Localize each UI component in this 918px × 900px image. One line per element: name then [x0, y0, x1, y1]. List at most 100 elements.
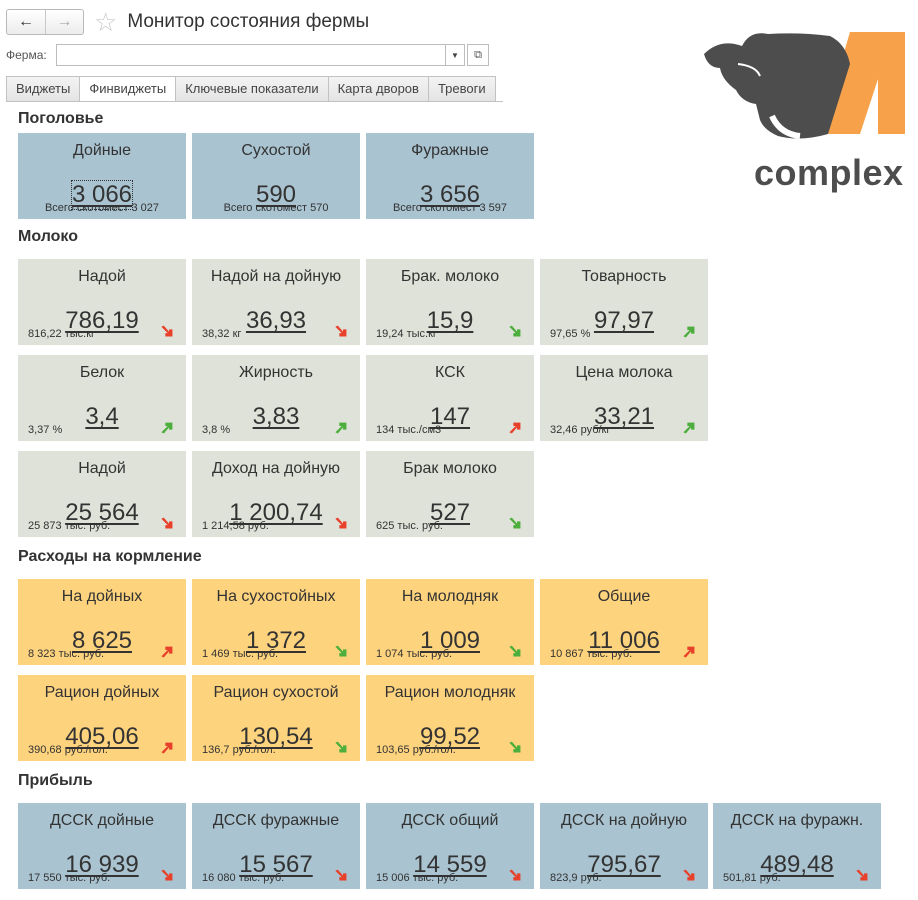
widget-value-link[interactable]: 130,54 — [239, 723, 313, 750]
headcount-widget[interactable]: Сухостой 590 Всего скотомест 570 — [192, 133, 360, 219]
widget-label: Дойные — [72, 142, 132, 159]
tab-finwidgets[interactable]: Финвиджеты — [80, 76, 177, 102]
widget-label: Брак молоко — [403, 460, 497, 477]
profit-widget[interactable]: ДССК на фуражн. 489,48 501,81 руб. — [713, 803, 881, 889]
milk-widget[interactable]: Товарность 97,97 97,65 % — [540, 259, 708, 345]
widget-value-link[interactable]: 1 009 — [419, 627, 481, 654]
widget-previous-value: Всего скотомест 570 — [223, 202, 329, 214]
milk-widget[interactable]: Доход на дойную 1 200,74 1 214,58 руб. — [192, 451, 360, 537]
widget-value-link[interactable]: 786,19 — [65, 307, 139, 334]
cow-logo-icon — [704, 32, 905, 139]
trend-arrow-icon — [682, 421, 696, 435]
widget-previous-value: 3,8 % — [202, 424, 231, 436]
widget-label: На сухостойных — [216, 588, 336, 605]
tab-key-indicators[interactable]: Ключевые показатели — [176, 76, 329, 102]
widget-value-link[interactable]: 36,93 — [245, 307, 307, 334]
widget-previous-value: 1 214,58 руб. — [202, 520, 269, 532]
widget-value-link[interactable]: 8 625 — [71, 627, 133, 654]
widget-value-link[interactable]: 3 066 — [70, 180, 134, 210]
widget-value-link[interactable]: 795,67 — [587, 851, 661, 878]
profit-widget[interactable]: ДССК на дойную 795,67 823,9 руб. — [540, 803, 708, 889]
widget-label: ДССК общий — [401, 812, 499, 829]
tab-yard-map[interactable]: Карта дворов — [328, 76, 429, 102]
widget-value-link[interactable]: 405,06 — [65, 723, 139, 750]
widget-value-link[interactable]: 3,83 — [252, 403, 300, 430]
widget-value-link[interactable]: 1 200,74 — [229, 499, 323, 526]
feeding-widget[interactable]: На молодняк 1 009 1 074 тыс. руб. — [366, 579, 534, 665]
tab-divider — [6, 101, 503, 102]
widget-previous-value: Всего скотомест 3 027 — [44, 202, 160, 214]
widget-label: Рацион молодняк — [384, 684, 516, 701]
farm-input[interactable] — [56, 44, 445, 66]
feeding-widget[interactable]: Общие 11 006 10 867 тыс. руб. — [540, 579, 708, 665]
widget-value-link[interactable]: 1 372 — [245, 627, 307, 654]
trend-arrow-icon — [508, 869, 522, 883]
chevron-down-icon: ▼ — [451, 50, 459, 60]
company-logo: complex — [700, 24, 910, 194]
farm-dropdown-button[interactable]: ▼ — [445, 44, 465, 66]
widget-value-link[interactable]: 489,48 — [760, 851, 834, 878]
widget-previous-value: 625 тыс. руб. — [376, 520, 443, 532]
profit-widget[interactable]: ДССК фуражные 15 567 16 080 тыс. руб. — [192, 803, 360, 889]
profit-widget[interactable]: ДССК дойные 16 939 17 550 тыс. руб. — [18, 803, 186, 889]
trend-arrow-icon — [508, 421, 522, 435]
trend-arrow-icon — [682, 645, 696, 659]
widget-value-link[interactable]: 590 — [255, 181, 297, 208]
widget-value-link[interactable]: 15,9 — [426, 307, 474, 334]
widget-value-link[interactable]: 3,4 — [85, 403, 119, 430]
widget-value-link[interactable]: 14 559 — [413, 851, 487, 878]
widget-value-link[interactable]: 15 567 — [239, 851, 313, 878]
feeding-widget[interactable]: На дойных 8 625 8 323 тыс. руб. — [18, 579, 186, 665]
milk-widget[interactable]: Брак молоко 527 625 тыс. руб. — [366, 451, 534, 537]
widget-previous-value: 19,24 тыс.кг — [376, 328, 437, 340]
milk-widget[interactable]: Надой 25 564 25 873 тыс. руб. — [18, 451, 186, 537]
widget-value-link[interactable]: 99,52 — [419, 723, 481, 750]
tab-bar: Виджеты Финвиджеты Ключевые показатели К… — [6, 76, 496, 102]
trend-arrow-icon — [334, 741, 348, 755]
trend-arrow-icon — [160, 421, 174, 435]
milk-widget[interactable]: Брак. молоко 15,9 19,24 тыс.кг — [366, 259, 534, 345]
milk-widget[interactable]: Надой 786,19 816,22 тыс.кг — [18, 259, 186, 345]
milk-widget[interactable]: Жирность 3,83 3,8 % — [192, 355, 360, 441]
forward-button[interactable]: → — [45, 10, 83, 34]
widget-value-link[interactable]: 97,97 — [593, 307, 655, 334]
widget-label: ДССК дойные — [49, 812, 155, 829]
milk-widget[interactable]: Цена молока 33,21 32,46 руб/кг — [540, 355, 708, 441]
trend-arrow-icon — [508, 645, 522, 659]
milk-widget[interactable]: КСК 147 134 тыс./см3 — [366, 355, 534, 441]
widget-previous-value: 390,68 руб./гол. — [28, 744, 108, 756]
widget-value-link[interactable]: 527 — [429, 499, 471, 526]
trend-arrow-icon — [334, 869, 348, 883]
favorite-star-icon[interactable]: ☆ — [94, 7, 118, 37]
feeding-widget[interactable]: Рацион молодняк 99,52 103,65 руб./гол. — [366, 675, 534, 761]
widget-label: ДССК на фуражн. — [730, 812, 864, 829]
feeding-widget[interactable]: Рацион дойных 405,06 390,68 руб./гол. — [18, 675, 186, 761]
widget-label: Рацион сухостой — [213, 684, 339, 701]
back-button[interactable]: ← — [18, 13, 34, 30]
farm-open-button[interactable]: ⧉ — [467, 44, 489, 66]
feeding-widget[interactable]: Рацион сухостой 130,54 136,7 руб./гол. — [192, 675, 360, 761]
feeding-widget[interactable]: На сухостойных 1 372 1 469 тыс. руб. — [192, 579, 360, 665]
widget-value-link[interactable]: 33,21 — [593, 403, 655, 430]
tab-alarms[interactable]: Тревоги — [428, 76, 496, 102]
headcount-widget[interactable]: Фуражные 3 656 Всего скотомест 3 597 — [366, 133, 534, 219]
trend-arrow-icon — [682, 325, 696, 339]
widget-value-link[interactable]: 147 — [429, 403, 471, 430]
widget-previous-value: 816,22 тыс.кг — [28, 328, 96, 340]
tab-widgets[interactable]: Виджеты — [6, 76, 81, 102]
widget-label: Надой — [78, 460, 126, 477]
widget-value-link[interactable]: 3 656 — [419, 181, 481, 208]
widget-value-link[interactable]: 16 939 — [65, 851, 139, 878]
section-title-feeding: Расходы на кормление — [18, 548, 202, 565]
section-title-profit: Прибыль — [18, 772, 93, 789]
top-toolbar: ← → ☆ Монитор состояния фермы — [6, 8, 369, 36]
widget-label: На дойных — [61, 588, 143, 605]
milk-widget[interactable]: Белок 3,4 3,37 % — [18, 355, 186, 441]
headcount-widget[interactable]: Дойные 3 066 Всего скотомест 3 027 — [18, 133, 186, 219]
widget-previous-value: 38,32 кг — [202, 328, 242, 340]
widget-value-link[interactable]: 11 006 — [588, 627, 660, 654]
widget-label: Цена молока — [575, 364, 673, 381]
widget-value-link[interactable]: 25 564 — [65, 499, 139, 526]
profit-widget[interactable]: ДССК общий 14 559 15 006 тыс. руб. — [366, 803, 534, 889]
milk-widget[interactable]: Надой на дойную 36,93 38,32 кг — [192, 259, 360, 345]
